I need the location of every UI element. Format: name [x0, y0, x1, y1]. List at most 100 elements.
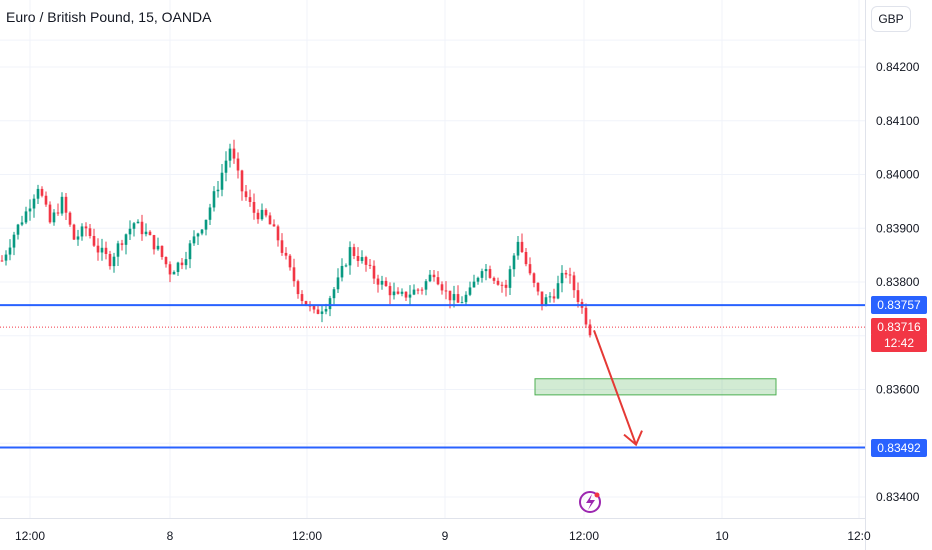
candle-body [40, 188, 44, 196]
candle-body [508, 269, 512, 288]
candle-body [164, 256, 168, 265]
candle-body [360, 257, 364, 261]
time-tick-label: 12:0 [847, 529, 871, 543]
price-tick-label: 0.84100 [876, 114, 920, 128]
candle-body [448, 290, 452, 301]
candle-body [472, 281, 476, 288]
candle-body [84, 226, 88, 229]
candle-body [36, 188, 40, 199]
candle-body [252, 201, 256, 213]
candle-body [540, 291, 544, 307]
candle-body [444, 290, 448, 292]
candle-body [220, 172, 224, 190]
candle-body [320, 311, 324, 314]
candle-body [528, 264, 532, 274]
time-tick-label: 9 [442, 529, 449, 543]
candle-body [412, 289, 416, 295]
candles-layer [0, 139, 592, 338]
candle-body [560, 272, 564, 284]
currency-button[interactable]: GBP [871, 6, 911, 32]
candle-body [120, 243, 124, 245]
candle-body [296, 281, 300, 295]
candle-body [132, 223, 136, 229]
candle-body [372, 265, 376, 279]
candle-body [388, 286, 392, 296]
candle-body [376, 278, 380, 285]
price-axis[interactable]: 0.84200 0.84100 0.84000 0.83900 0.83800 0.836… [876, 60, 920, 504]
candle-body [520, 241, 524, 253]
candle-body [168, 264, 172, 275]
candle-body [328, 298, 332, 310]
candle-body [484, 269, 488, 272]
candle-body [160, 245, 164, 257]
price-tick-label: 0.84000 [876, 168, 920, 182]
candle-body [584, 307, 588, 325]
candle-body [480, 271, 484, 278]
time-tick-label: 8 [167, 529, 174, 543]
chart-grid [0, 0, 866, 550]
candle-body [224, 160, 228, 173]
candle-body [104, 247, 108, 254]
candle-body [544, 297, 548, 307]
candle-body [300, 294, 304, 302]
candle-body [240, 170, 244, 192]
time-axis[interactable]: 12:00 8 12:00 9 12:00 10 12:0 [15, 529, 871, 543]
candle-body [460, 302, 464, 304]
candle-body [172, 271, 176, 275]
projection-arrow-line [593, 330, 637, 445]
time-tick-label: 10 [715, 529, 729, 543]
candle-body [588, 324, 592, 336]
candle-body [92, 235, 96, 246]
candle-body [292, 267, 296, 282]
candle-body [496, 280, 500, 285]
candle-body [228, 148, 232, 161]
candle-body [20, 222, 24, 225]
tradingview-logo-icon [579, 491, 601, 513]
candle-body [24, 211, 28, 223]
candle-body [196, 233, 200, 237]
time-tick-label: 12:00 [569, 529, 599, 543]
candle-body [304, 301, 308, 306]
candle-body [100, 247, 104, 253]
candle-body [212, 191, 216, 208]
candle-body [96, 245, 100, 253]
candle-body [440, 284, 444, 291]
candle-body [556, 283, 560, 299]
candle-body [152, 235, 156, 250]
candle-body [148, 231, 152, 236]
arrow-layer [593, 330, 643, 447]
candle-body [348, 247, 352, 266]
candle-body [112, 256, 116, 267]
candle-body [76, 236, 80, 240]
candle-body [284, 252, 288, 256]
price-tick-label: 0.83800 [876, 275, 920, 289]
candle-body [456, 294, 460, 303]
candle-body [200, 229, 204, 234]
price-tick-label: 0.83400 [876, 490, 920, 504]
candle-body [4, 254, 8, 261]
candle-body [404, 291, 408, 298]
candle-body [432, 274, 436, 278]
candle-body [116, 243, 120, 257]
candle-body [144, 231, 148, 235]
candle-body [232, 148, 236, 159]
candle-body [564, 272, 568, 275]
candle-body [500, 284, 504, 286]
candle-body [268, 215, 272, 225]
candle-body [488, 269, 492, 278]
candle-body [332, 289, 336, 299]
price-tick-label: 0.84200 [876, 60, 920, 74]
candle-body [464, 294, 468, 303]
level-price-tag: 0.83757 [871, 296, 927, 315]
candle-body [184, 259, 188, 266]
candle-body [428, 274, 432, 282]
candle-body [324, 309, 328, 312]
candle-body [408, 294, 412, 298]
candle-body [260, 209, 264, 220]
levels-layer [0, 304, 865, 449]
candle-body [516, 241, 520, 256]
candle-body [548, 296, 552, 298]
candle-body [492, 277, 496, 281]
candle-body [380, 280, 384, 285]
